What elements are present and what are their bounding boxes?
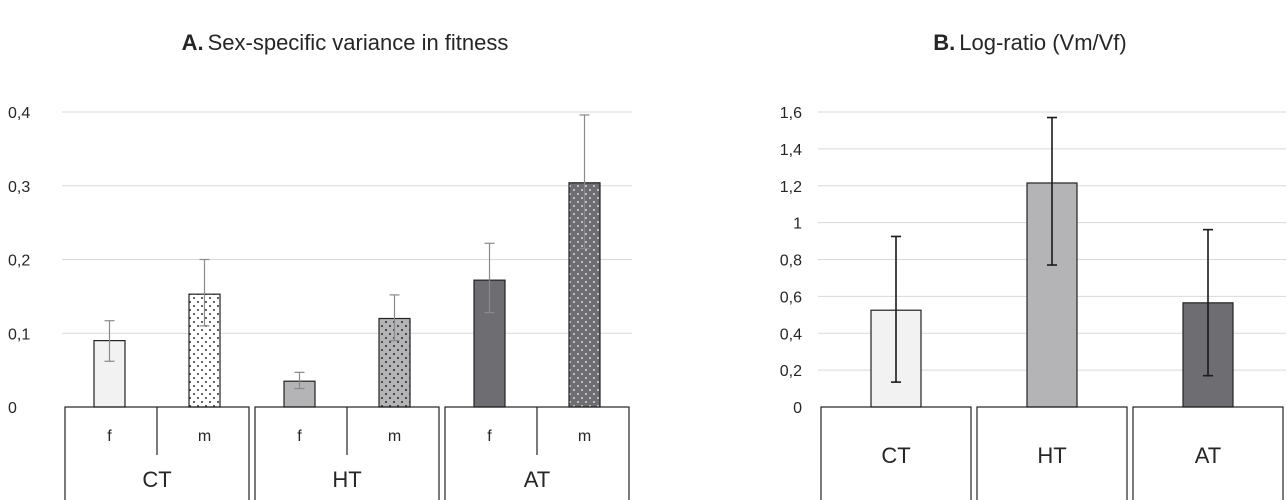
chart-b-y-tick-labels: 0 0,2 0,4 0,6 0,8 1 1,2 1,4 1,6 (780, 105, 802, 417)
chart-a-title-text: Sex-specific variance in fitness (208, 30, 509, 55)
chart-a-group-label: AT (524, 467, 550, 492)
chart-b-category-box (820, 406, 972, 500)
chart-b-y-tick-label: 1,6 (780, 105, 802, 122)
chart-a-gridlines (62, 111, 632, 334)
chart-b-category-box (976, 406, 1128, 500)
chart-panel-b: B. Log-ratio (Vm/Vf) 0 0,2 0,4 0,6 0,8 1 1,2 1,4… (780, 30, 1286, 500)
chart-b-category-label: AT (1195, 443, 1221, 468)
chart-a-y-tick-label: 0 (8, 400, 17, 417)
chart-a-category-label: f (487, 428, 492, 445)
chart-a-y-tick-label: 0,1 (8, 326, 30, 343)
chart-a-category-label: f (297, 428, 302, 445)
chart-a-title-prefix: A. (182, 30, 204, 55)
chart-a-category-label: m (578, 428, 591, 445)
chart-a-group-label: CT (142, 467, 171, 492)
chart-a-y-tick-label: 0,4 (8, 105, 30, 122)
chart-b-category-label: HT (1037, 443, 1066, 468)
chart-b-y-tick-label: 0,6 (780, 289, 802, 306)
chart-b-title-text: Log-ratio (Vm/Vf) (959, 30, 1127, 55)
chart-a-category-label: m (198, 428, 211, 445)
chart-a-category-label: m (388, 428, 401, 445)
chart-b-y-tick-label: 0,4 (780, 326, 802, 343)
chart-b-category-box (1132, 406, 1284, 500)
chart-b-title: B. Log-ratio (Vm/Vf) (933, 30, 1127, 55)
chart-b-title-prefix: B. (933, 30, 955, 55)
chart-a-bar-5 (473, 279, 506, 408)
chart-b-y-tick-label: 1,4 (780, 142, 802, 159)
chart-a-y-tick-labels: 0 0,1 0,2 0,3 0,4 (8, 105, 30, 417)
chart-b-y-tick-label: 1,2 (780, 179, 802, 196)
chart-a-y-tick-label: 0,3 (8, 179, 30, 196)
chart-a-category-label: f (107, 428, 112, 445)
chart-b-category-label: CT (881, 443, 910, 468)
chart-b-y-tick-label: 0,2 (780, 363, 802, 380)
chart-a-error-bars (104, 114, 590, 390)
chart-b-y-tick-label: 0 (793, 400, 802, 417)
chart-b-y-tick-label: 0,8 (780, 253, 802, 270)
chart-panel-a: A. Sex-specific variance in fitness 00,10… (8, 30, 632, 500)
chart-b-category-axis: CT HT AT (820, 406, 1284, 500)
chart-a-group-label: HT (332, 467, 361, 492)
chart-a-y-tick-label: 0,2 (8, 253, 30, 270)
chart-b-y-tick-label: 1 (793, 216, 802, 233)
chart-b-error-bars (891, 116, 1213, 383)
chart-a-category-axis: CT HT AT f m f m f m (64, 406, 630, 500)
chart-a-bars (93, 182, 601, 408)
chart-a-title: A. Sex-specific variance in fitness (182, 30, 509, 55)
